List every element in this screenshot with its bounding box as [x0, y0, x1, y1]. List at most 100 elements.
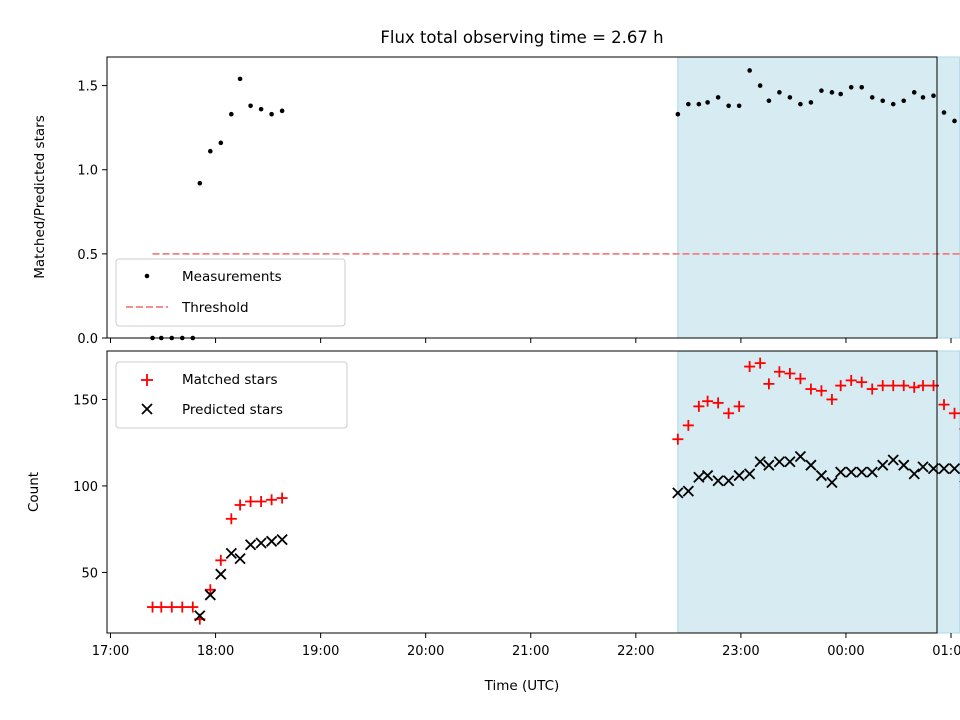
predicted-star-point: [204, 589, 216, 601]
matched-star-point: [744, 361, 756, 373]
matched-star-point: [225, 513, 237, 525]
matched-star-point: [856, 376, 868, 388]
predicted-star-point: [763, 459, 775, 471]
predicted-star-point: [784, 456, 796, 468]
xtick-label: 22:00: [617, 644, 654, 659]
measurement-point: [931, 93, 936, 99]
predicted-star-point: [773, 456, 786, 468]
bottom-axes-frame: [106, 350, 938, 634]
measurement-point: [726, 103, 731, 109]
bottom-legend: Matched stars Predicted stars: [115, 361, 348, 429]
measurement-point: [920, 95, 926, 100]
measurement-point: [686, 101, 691, 107]
predicted-star-point: [244, 539, 257, 551]
predicted-star-point: [887, 454, 899, 466]
measurement-point: [248, 103, 253, 109]
xtick-label: 21:00: [512, 644, 549, 659]
top-y-ticks: 0.0 0.5 1.0 1.5: [77, 80, 107, 347]
xtick-label: 20:00: [407, 644, 444, 659]
matched-star-point: [234, 499, 246, 511]
predicted-star-point: [215, 568, 227, 580]
predicted-star-point: [917, 461, 929, 473]
measurement-point: [218, 140, 224, 146]
top-x-ticks: [110, 338, 952, 343]
predicted-star-point: [856, 466, 868, 478]
matched-star-point: [949, 407, 960, 419]
measurements-legend-marker: [144, 273, 150, 279]
matched-star-point: [276, 492, 288, 504]
matched-star-point: [166, 601, 178, 613]
bottom-y-ticks: 50 100 150: [73, 393, 107, 581]
matched-star-point: [877, 380, 889, 392]
measurement-point: [705, 100, 710, 105]
matched-star-point: [187, 601, 199, 613]
predicted-star-point: [255, 537, 267, 549]
measurement-point: [208, 148, 213, 154]
matched-star-point: [672, 433, 684, 445]
matched-star-point: [733, 400, 745, 412]
top-legend: Measurements Threshold: [115, 258, 346, 327]
matched-star-point: [204, 584, 216, 596]
measurement-point: [911, 90, 917, 95]
predicted-star-point: [835, 466, 847, 478]
matched-star-point: [815, 385, 827, 397]
measurement-point: [890, 101, 896, 107]
bottom-ytick-label: 50: [81, 566, 98, 581]
matched-star-point: [266, 494, 278, 506]
measurement-point: [237, 76, 243, 82]
top-ytick-label: 0.0: [77, 332, 98, 347]
matched-star-point: [908, 381, 920, 393]
bottom-ytick-label: 150: [73, 393, 98, 408]
predicted-star-point: [225, 547, 237, 560]
predicted-star-point: [682, 485, 694, 497]
measurement-point: [747, 68, 752, 73]
predicted-star-point: [898, 459, 910, 471]
predicted-star-point: [877, 459, 889, 471]
predicted-star-point: [701, 469, 714, 482]
matched-legend-label: Matched stars: [182, 372, 278, 388]
xtick-label: 18:00: [197, 644, 234, 659]
figure-title: Flux total observing time = 2.67 h: [380, 28, 663, 47]
bottom-shaded-interval: [677, 350, 960, 634]
predicted-star-point: [722, 475, 735, 487]
matched-star-point: [712, 397, 724, 409]
measurement-point: [279, 108, 285, 114]
predicted-legend-marker: [141, 403, 153, 415]
predicted-star-point: [744, 468, 756, 480]
predicted-star-point: [908, 468, 920, 480]
top-ytick-label: 1.0: [77, 164, 98, 179]
top-axes-frame: [106, 56, 938, 339]
measurement-point: [766, 98, 772, 104]
matched-star-point: [938, 399, 950, 411]
predicted-star-point: [754, 456, 766, 468]
measurement-point: [829, 90, 835, 95]
measurement-point: [798, 101, 803, 107]
predicted-legend-label: Predicted stars: [182, 402, 283, 418]
xtick-label: 01:00: [932, 644, 960, 659]
measurement-point: [880, 98, 886, 104]
matched-star-point: [723, 407, 735, 419]
xtick-label: 19:00: [302, 644, 339, 659]
matched-star-point: [763, 378, 775, 390]
bottom-y-axis-label: Count: [26, 472, 42, 512]
matched-legend-marker: [141, 374, 153, 386]
measurement-point: [258, 106, 264, 112]
measurement-point: [715, 95, 721, 100]
matched-star-point: [215, 554, 227, 566]
top-panel: 0.0 0.5 1.0 1.5 Matched/Predicted stars Mea…: [32, 56, 960, 347]
bottom-plot-marks: [147, 357, 960, 625]
matched-star-point: [784, 367, 796, 379]
bottom-ytick-label: 100: [73, 480, 98, 495]
matched-star-point: [245, 496, 257, 508]
predicted-star-point: [693, 471, 705, 483]
measurement-point: [757, 83, 763, 88]
matched-star-point: [805, 383, 817, 395]
measurement-point: [819, 88, 824, 93]
measurement-point: [736, 103, 742, 109]
top-y-axis-label: Matched/Predicted stars: [32, 115, 48, 278]
xtick-label: 23:00: [722, 644, 759, 659]
matched-star-point: [693, 400, 705, 412]
matched-star-point: [682, 419, 694, 431]
predicted-star-point: [826, 476, 838, 489]
measurement-point: [675, 111, 681, 117]
